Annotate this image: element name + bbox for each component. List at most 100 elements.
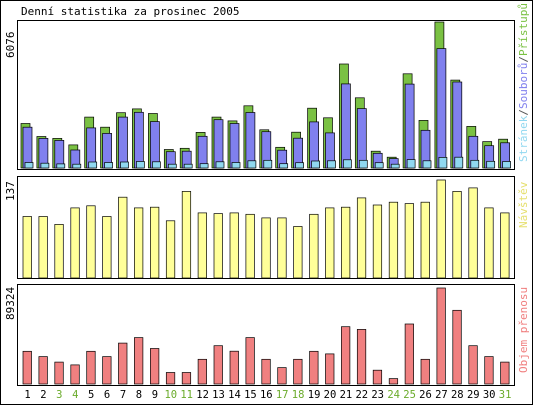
- day-label-19: 19: [308, 389, 321, 401]
- bar-files-day-13: [213, 119, 224, 169]
- bar-pages-day-22: [358, 159, 368, 169]
- bar-visits-day-29: [468, 187, 478, 279]
- day-label-18: 18: [292, 389, 305, 401]
- bar-visits-day-17: [277, 217, 287, 279]
- bar-kbytes-day-24: [388, 378, 399, 385]
- bar-pages-day-16: [263, 159, 273, 169]
- bar-visits-day-15: [245, 213, 255, 279]
- bar-kbytes-day-21: [341, 326, 351, 385]
- day-label-17: 17: [276, 389, 289, 401]
- bar-pages-day-5: [88, 161, 98, 169]
- bar-kbytes-day-4: [70, 364, 80, 385]
- bar-kbytes-day-15: [245, 337, 255, 385]
- bar-pages-day-27: [438, 157, 448, 169]
- bar-visits-day-16: [261, 217, 271, 279]
- bars-visits: [22, 179, 510, 279]
- bar-kbytes-day-9: [150, 348, 160, 385]
- legend-separator: /: [517, 56, 530, 63]
- day-label-25: 25: [403, 389, 416, 401]
- bar-files-day-15: [245, 112, 256, 169]
- day-label-20: 20: [324, 389, 337, 401]
- day-label-6: 6: [104, 389, 110, 401]
- legend-kbytes: Objem přenosu: [517, 287, 530, 373]
- bar-visits-day-24: [388, 201, 399, 279]
- bar-pages-day-7: [120, 161, 129, 169]
- legend-hits: Přístupů: [517, 3, 530, 56]
- bar-kbytes-day-27: [436, 287, 446, 385]
- bar-pages-day-10: [167, 163, 177, 169]
- bar-visits-day-10: [165, 220, 176, 279]
- bar-files-day-22: [356, 108, 367, 169]
- bar-visits-day-1: [22, 216, 32, 279]
- bar-files-day-28: [452, 81, 463, 169]
- bar-visits-day-23: [372, 204, 383, 279]
- legend-files: Souborů: [517, 63, 530, 109]
- bar-visits-day-12: [197, 212, 207, 279]
- bar-kbytes-day-28: [452, 309, 462, 385]
- bar-visits-day-13: [213, 213, 223, 279]
- bar-kbytes-day-19: [309, 350, 319, 385]
- bar-pages-day-15: [247, 160, 257, 169]
- day-label-13: 13: [212, 389, 225, 401]
- day-label-3: 3: [56, 389, 62, 401]
- day-label-30: 30: [483, 389, 496, 401]
- bar-kbytes-day-12: [197, 358, 207, 385]
- day-axis-labels: 1 2 3 4 5 6 7 8 9 10 11 12 13 14 15 16 17 18 19 20 21 22 23 24 2…: [24, 389, 511, 401]
- bar-kbytes-day-20: [325, 353, 335, 385]
- bar-kbytes-day-2: [38, 356, 48, 385]
- bars-hits-files-pages: [20, 21, 511, 169]
- panel1-legend: Stránek/Souborů/Přístupů: [517, 3, 530, 162]
- day-label-7: 7: [120, 389, 126, 401]
- bar-pages-day-29: [470, 159, 480, 169]
- day-label-21: 21: [340, 389, 353, 401]
- bar-visits-day-2: [38, 216, 48, 279]
- day-label-12: 12: [196, 389, 209, 401]
- bar-pages-day-1: [24, 162, 34, 169]
- bar-pages-day-30: [486, 160, 496, 169]
- bar-pages-day-28: [454, 156, 464, 169]
- bar-visits-day-25: [404, 203, 414, 279]
- bar-visits-day-6: [102, 216, 112, 279]
- panel2-max-label: 137: [4, 181, 17, 201]
- bar-kbytes-day-8: [134, 337, 144, 385]
- bar-kbytes-day-10: [165, 372, 176, 385]
- bar-kbytes-day-29: [468, 345, 478, 385]
- bar-visits-day-7: [118, 196, 128, 279]
- bar-kbytes-day-11: [181, 372, 192, 385]
- day-label-23: 23: [371, 389, 384, 401]
- bar-visits-day-21: [341, 206, 351, 279]
- bar-visits-day-26: [420, 201, 430, 279]
- bar-kbytes-day-14: [229, 350, 239, 385]
- legend-separator: /: [517, 109, 530, 116]
- bar-visits-day-8: [134, 207, 144, 279]
- bar-pages-day-18: [295, 162, 304, 169]
- bar-kbytes-day-13: [213, 345, 223, 385]
- bar-visits-day-31: [500, 212, 510, 279]
- bar-kbytes-day-7: [118, 342, 128, 385]
- bar-pages-day-8: [136, 161, 145, 169]
- bar-visits-day-28: [452, 191, 462, 279]
- bar-files-day-9: [150, 121, 160, 169]
- bar-pages-day-24: [390, 163, 400, 169]
- bar-kbytes-day-6: [102, 356, 112, 385]
- panel3-max-label: 89324: [4, 287, 17, 320]
- bar-pages-day-9: [152, 161, 161, 169]
- bar-visits-day-11: [181, 191, 192, 279]
- bar-files-day-1: [22, 126, 33, 169]
- bar-files-day-8: [134, 111, 144, 169]
- bar-visits-day-3: [54, 224, 64, 279]
- bar-kbytes-day-17: [277, 367, 287, 385]
- bar-pages-day-19: [311, 160, 320, 169]
- bar-pages-day-6: [104, 162, 113, 169]
- day-label-27: 27: [435, 389, 448, 401]
- day-label-9: 9: [152, 389, 158, 401]
- day-label-8: 8: [136, 389, 142, 401]
- bar-kbytes-day-30: [484, 356, 494, 385]
- bar-files-day-12: [197, 135, 208, 169]
- day-label-28: 28: [451, 389, 464, 401]
- day-label-24: 24: [387, 389, 400, 401]
- bar-files-day-7: [118, 116, 128, 169]
- bar-pages-day-3: [56, 163, 66, 169]
- bar-kbytes-day-1: [22, 350, 32, 385]
